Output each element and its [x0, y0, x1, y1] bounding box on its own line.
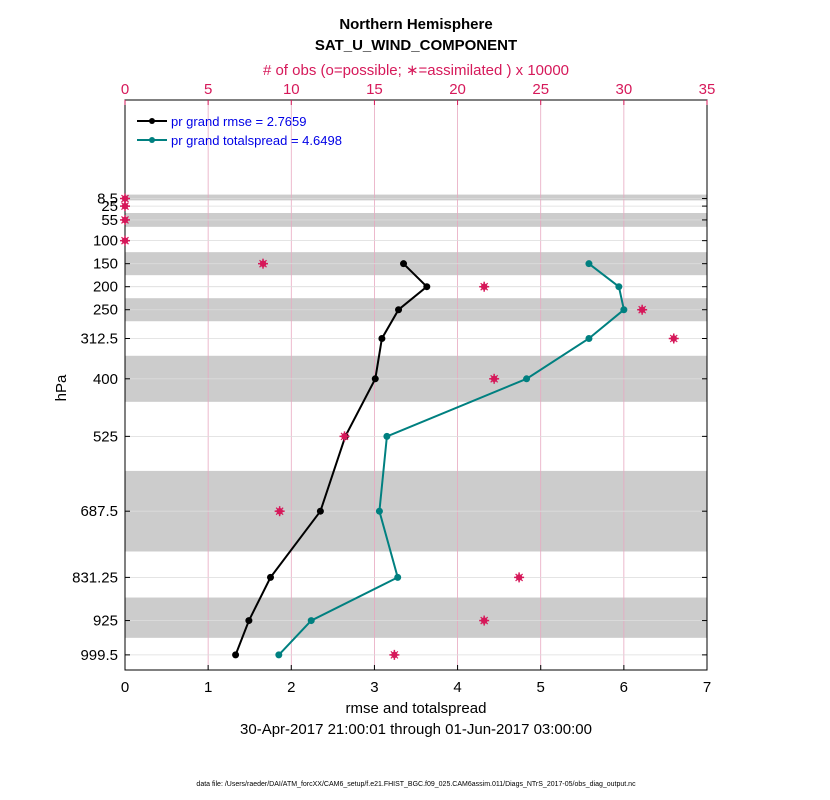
- obs-count-cross-d2: [340, 432, 349, 441]
- obs-count-marker: [258, 258, 269, 269]
- obs-count-marker: [389, 649, 400, 660]
- obs-count-cross-d2: [638, 305, 647, 314]
- y-tick-label: 312.5: [80, 331, 118, 348]
- top-tick-label: 5: [204, 81, 212, 98]
- obs-count-cross-d2: [121, 216, 129, 224]
- chart-title: Northern Hemisphere: [339, 16, 492, 33]
- legend-label-spread: pr grand totalspread = 4.6498: [171, 133, 342, 148]
- y-tick-label: 200: [93, 279, 118, 296]
- top-tick-label: 25: [532, 81, 549, 98]
- series-point-0: [423, 283, 431, 291]
- obs-count-cross-d2: [515, 573, 524, 582]
- x-tick-label: 5: [537, 679, 545, 696]
- x-tick-label: 6: [620, 679, 628, 696]
- series-point-0: [378, 335, 386, 343]
- x-tick-label: 2: [287, 679, 295, 696]
- obs-count-marker: [274, 506, 285, 517]
- data-file-note: data file: /Users/raeder/DAI/ATM_forcXX/…: [196, 781, 636, 788]
- y-tick-label: 250: [93, 302, 118, 319]
- top-tick-label: 20: [449, 81, 466, 98]
- series-point-0: [245, 617, 253, 625]
- obs-count-marker: [668, 333, 679, 344]
- obs-count-marker: [339, 431, 350, 442]
- chart-subtitle: SAT_U_WIND_COMPONENT: [315, 37, 517, 54]
- y-tick-label: 687.5: [80, 503, 118, 520]
- obs-count-cross-d2: [259, 259, 267, 268]
- shaded-band-0: [125, 194, 707, 201]
- date-range: 30-Apr-2017 21:00:01 through 01-Jun-2017…: [240, 721, 592, 738]
- legend-marker-rmse: [149, 118, 155, 124]
- legend-marker-spread: [149, 137, 155, 143]
- y-tick-label: 100: [93, 233, 118, 250]
- obs-count-marker: [120, 235, 130, 246]
- series-point-1: [275, 651, 283, 659]
- obs-count-marker: [489, 373, 500, 384]
- y-tick-label: 999.5: [80, 647, 118, 664]
- x-axis-label: rmse and totalspread: [346, 700, 487, 717]
- series-point-0: [232, 651, 240, 659]
- grid: [125, 100, 707, 670]
- obs-count-cross-d2: [121, 194, 129, 203]
- top-tick-label: 30: [616, 81, 633, 98]
- series-line-0: [234, 262, 429, 656]
- series-point-1: [375, 507, 383, 515]
- obs-count-marker: [120, 201, 130, 212]
- y-tick-label: 400: [93, 371, 118, 388]
- y-tick-label: 831.25: [72, 569, 118, 586]
- series-point-0: [395, 306, 403, 314]
- series-point-1: [585, 335, 593, 343]
- obs-count-marker: [479, 615, 490, 626]
- x-tick-label: 0: [121, 679, 129, 696]
- obs-count-cross-d2: [121, 202, 129, 211]
- x-tick-label: 4: [453, 679, 461, 696]
- obs-count-cross-d2: [480, 616, 489, 625]
- y-tick-label: 925: [93, 613, 118, 630]
- series-point-1: [394, 573, 402, 581]
- series-point-1: [523, 375, 531, 383]
- shaded-bands: [125, 194, 707, 638]
- y-tick-label: 25: [101, 198, 118, 215]
- series-point-1: [615, 283, 623, 291]
- obs-count-marker: [514, 572, 525, 583]
- x-tick-label: 3: [370, 679, 378, 696]
- obs-count-cross-d2: [121, 236, 129, 245]
- tick-labels: 0 1 2 3 4 5 6 70 5 10 15 20 25 30 358.5255510015020025…: [72, 81, 715, 696]
- series-line-1: [278, 262, 626, 656]
- obs-count-cross-d2: [480, 282, 489, 291]
- plot-frame: [124, 99, 708, 671]
- x-tick-label: 7: [703, 679, 711, 696]
- series-layer: [120, 193, 679, 660]
- shaded-band-6: [125, 597, 707, 638]
- top-tick-label: 35: [699, 81, 716, 98]
- obs-count-cross-d2: [275, 507, 284, 516]
- series-point-0: [400, 260, 408, 268]
- y-tick-label: 150: [93, 256, 118, 273]
- x-tick-label: 1: [204, 679, 212, 696]
- series-point-1: [383, 432, 391, 440]
- series-point-0: [371, 375, 379, 383]
- top-tick-label: 10: [283, 81, 300, 98]
- series-point-0: [267, 573, 274, 581]
- legend: pr grand rmse = 2.7659 pr grand totalspr…: [137, 114, 342, 148]
- top-axis-label: # of obs (o=possible; ∗=assimilated ) x …: [263, 62, 569, 79]
- y-tick-label: 55: [101, 212, 118, 229]
- top-tick-label: 15: [366, 81, 383, 98]
- y-tick-label: 8.5: [97, 191, 118, 208]
- y-axis-label: hPa: [53, 374, 70, 401]
- series-point-1: [585, 260, 593, 268]
- obs-count-marker: [479, 281, 490, 292]
- obs-count-cross-d2: [390, 650, 399, 659]
- obs-count-marker: [637, 304, 648, 315]
- legend-label-rmse: pr grand rmse = 2.7659: [171, 114, 307, 129]
- obs-count-cross-d2: [669, 334, 678, 343]
- obs-count-cross-d2: [490, 374, 499, 383]
- series-point-1: [620, 306, 628, 314]
- top-tick-label: 0: [121, 81, 129, 98]
- series-point-0: [316, 507, 324, 515]
- series-point-1: [307, 617, 315, 625]
- obs-count-marker: [120, 214, 130, 225]
- y-tick-label: 525: [93, 428, 118, 445]
